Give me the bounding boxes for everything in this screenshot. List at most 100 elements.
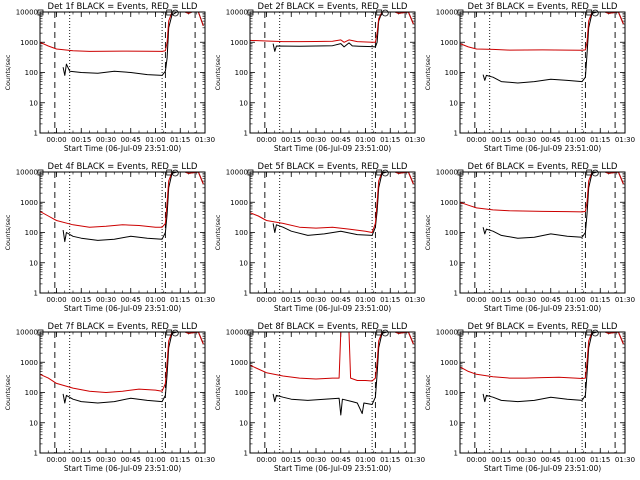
lld-series-line [459, 171, 624, 213]
x-tick-label: 01:15 [590, 136, 610, 144]
x-tick-label: 00:45 [121, 456, 141, 464]
x-tick-label: 00:15 [71, 136, 91, 144]
x-tick-label: 00:30 [516, 456, 536, 464]
x-tick-label: 00:45 [541, 456, 561, 464]
plot-frame [39, 11, 206, 134]
lld-series-line [39, 11, 204, 52]
lld-series-line [39, 171, 204, 228]
events-series-line [482, 331, 624, 403]
chart-title: Det 1f BLACK = Events, RED = LLD [48, 2, 198, 12]
y-tick-label: 1000 [230, 39, 248, 47]
y-axis-label: Counts/sec [4, 54, 12, 90]
chart-title: Det 3f BLACK = Events, RED = LLD [468, 2, 618, 12]
chart-title: Det 6f BLACK = Events, RED = LLD [468, 162, 618, 172]
x-tick-label: 00:15 [281, 456, 301, 464]
x-tick-label: 01:30 [195, 456, 215, 464]
x-tick-label: 00:30 [516, 296, 536, 304]
x-tick-label: 01:30 [615, 456, 635, 464]
x-tick-label: 00:00 [466, 456, 486, 464]
x-tick-label: 00:45 [541, 296, 561, 304]
x-tick-label: 01:30 [615, 296, 635, 304]
x-tick-label: 00:30 [516, 136, 536, 144]
y-tick-label: 100 [25, 229, 38, 237]
y-tick-label: 100 [445, 69, 458, 77]
x-tick-label: 00:00 [256, 456, 276, 464]
x-tick-label: 00:30 [306, 296, 326, 304]
y-tick-label: 10 [449, 259, 458, 267]
y-tick-label: 10 [239, 419, 248, 427]
x-tick-label: 00:45 [121, 296, 141, 304]
x-tick-label: 00:15 [281, 136, 301, 144]
y-axis-label: Counts/sec [214, 374, 222, 410]
y-tick-label: 100 [25, 389, 38, 397]
y-tick-label: 1 [244, 290, 248, 298]
chart-panel-2: Det 2f BLACK = Events, RED = LLD 1 10 100 10… [214, 2, 425, 153]
x-tick-label: 01:15 [380, 456, 400, 464]
x-axis-label: Start Time (06-Jul-09 23:51:00) [64, 144, 181, 153]
y-tick-label: 1 [454, 450, 458, 458]
lld-series-line [249, 11, 414, 43]
y-tick-label: 10000 [226, 9, 248, 17]
circle-marker [171, 169, 179, 177]
plot-frame [459, 11, 626, 134]
x-tick-label: 00:45 [121, 136, 141, 144]
x-tick-label: 01:00 [355, 296, 375, 304]
circle-marker [381, 169, 389, 177]
y-tick-label: 10 [29, 419, 38, 427]
events-series-line [62, 11, 204, 76]
events-series-line [272, 331, 414, 416]
y-tick-label: 1000 [440, 199, 458, 207]
plot-frame [249, 331, 416, 454]
x-tick-label: 01:00 [145, 296, 165, 304]
y-tick-label: 100 [235, 69, 248, 77]
x-tick-label: 01:15 [170, 456, 190, 464]
lld-series-line [459, 331, 624, 379]
events-series-line [62, 331, 204, 404]
circle-marker [381, 9, 389, 17]
y-tick-label: 10000 [16, 169, 38, 177]
x-tick-label: 00:45 [541, 136, 561, 144]
lld-series-line [249, 331, 414, 382]
y-axis-label: Counts/sec [4, 374, 12, 410]
y-axis-label: Counts/sec [4, 214, 12, 250]
chart-panel-7: Det 7f BLACK = Events, RED = LLD 1 10 100 10… [4, 322, 215, 473]
y-tick-label: 1 [244, 450, 248, 458]
y-tick-label: 1000 [20, 39, 38, 47]
x-tick-label: 01:15 [590, 296, 610, 304]
y-tick-label: 100 [235, 389, 248, 397]
x-tick-label: 00:15 [491, 136, 511, 144]
x-tick-label: 01:00 [355, 456, 375, 464]
x-tick-label: 00:30 [306, 136, 326, 144]
y-tick-label: 10000 [16, 9, 38, 17]
x-tick-label: 01:00 [355, 136, 375, 144]
x-axis-label: Start Time (06-Jul-09 23:51:00) [274, 304, 391, 313]
x-tick-label: 00:15 [71, 456, 91, 464]
events-series-line [272, 11, 414, 52]
chart-panel-1: Det 1f BLACK = Events, RED = LLD 1 10 100 10… [4, 2, 215, 153]
chart-title: Det 7f BLACK = Events, RED = LLD [48, 322, 198, 332]
x-tick-label: 01:30 [405, 136, 425, 144]
lld-series-line [459, 11, 624, 51]
chart-panel-3: Det 3f BLACK = Events, RED = LLD 1 10 100 10… [424, 2, 635, 153]
y-axis-label: Counts/sec [424, 214, 432, 250]
x-tick-label: 01:00 [145, 456, 165, 464]
chart-panel-5: Det 5f BLACK = Events, RED = LLD 1 10 100 10… [214, 162, 425, 313]
x-tick-label: 01:15 [590, 456, 610, 464]
x-axis-label: Start Time (06-Jul-09 23:51:00) [484, 464, 601, 473]
chart-title: Det 8f BLACK = Events, RED = LLD [258, 322, 408, 332]
x-tick-label: 00:00 [46, 136, 66, 144]
lld-series-line [249, 171, 414, 233]
y-tick-label: 10 [29, 99, 38, 107]
x-tick-label: 00:00 [466, 136, 486, 144]
y-tick-label: 1000 [440, 359, 458, 367]
y-tick-label: 100 [25, 69, 38, 77]
plot-frame [459, 331, 626, 454]
x-tick-label: 00:00 [256, 136, 276, 144]
x-tick-label: 01:00 [145, 136, 165, 144]
x-tick-label: 00:30 [96, 456, 116, 464]
circle-marker [171, 9, 179, 17]
y-axis-label: Counts/sec [214, 54, 222, 90]
y-tick-label: 100 [235, 229, 248, 237]
x-axis-label: Start Time (06-Jul-09 23:51:00) [64, 304, 181, 313]
